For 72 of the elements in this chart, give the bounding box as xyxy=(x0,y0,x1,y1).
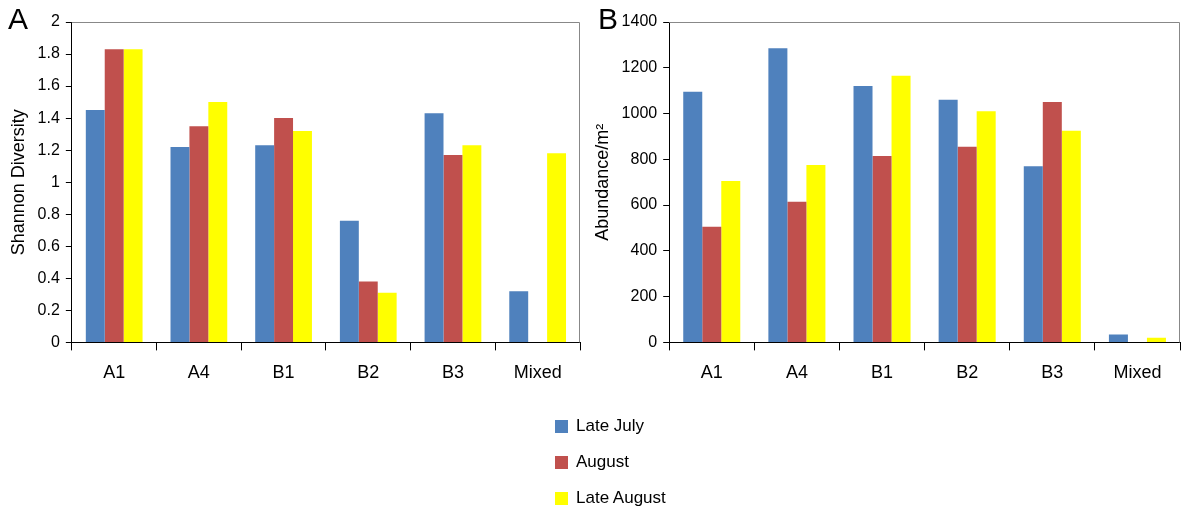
x-tick-label: B3 xyxy=(441,362,464,383)
bar xyxy=(1061,130,1081,342)
bar xyxy=(806,165,826,342)
bar xyxy=(123,49,143,342)
x-tick-label: B2 xyxy=(357,362,380,383)
legend-label: Late August xyxy=(576,488,666,508)
y-tick-label: 0.4 xyxy=(37,268,60,286)
bar xyxy=(85,110,105,342)
y-axis-title: Abundance/m² xyxy=(591,123,612,241)
bar xyxy=(683,91,703,342)
bar xyxy=(208,102,228,342)
legend-label: August xyxy=(576,452,629,472)
x-tick-label: A1 xyxy=(103,362,126,383)
x-tick-label: B2 xyxy=(956,362,979,383)
x-tick-label: B1 xyxy=(871,362,894,383)
bar xyxy=(547,153,567,342)
bar xyxy=(293,130,312,342)
bar xyxy=(702,226,722,342)
bar xyxy=(443,154,463,342)
bar xyxy=(721,181,741,342)
y-tick-label: 1400 xyxy=(621,12,658,30)
x-tick-label: B1 xyxy=(272,362,295,383)
bar xyxy=(1146,337,1166,342)
bar xyxy=(462,145,482,342)
bar xyxy=(1023,166,1043,342)
bar xyxy=(891,75,911,342)
bar xyxy=(358,281,378,342)
bar xyxy=(957,146,977,342)
x-tick-label: B3 xyxy=(1041,362,1064,383)
bar xyxy=(1108,334,1128,342)
bar xyxy=(377,292,397,342)
y-tick-label: 0 xyxy=(50,332,60,350)
y-tick-label: 800 xyxy=(630,149,658,167)
bar xyxy=(938,99,958,342)
chart-title: A xyxy=(8,2,29,36)
y-tick-label: 1.4 xyxy=(37,108,60,126)
y-tick-label: 0.2 xyxy=(37,300,60,318)
y-tick-label: 0.6 xyxy=(37,236,60,254)
y-axis-title: Shannon Diversity xyxy=(7,109,28,256)
y-tick-label: 200 xyxy=(630,287,658,305)
x-tick-label: A1 xyxy=(700,362,723,383)
y-tick-label: 1.2 xyxy=(37,140,60,158)
bar xyxy=(872,155,892,342)
y-tick-label: 400 xyxy=(630,241,658,259)
bar xyxy=(853,86,873,342)
bar xyxy=(255,145,275,342)
bar xyxy=(1042,102,1062,342)
x-tick-label: A4 xyxy=(785,362,808,383)
y-tick-label: 1000 xyxy=(621,103,658,121)
y-tick-label: 1200 xyxy=(621,58,658,76)
legend-label: Late July xyxy=(576,416,645,436)
bar xyxy=(787,201,807,342)
y-tick-label: 0 xyxy=(648,332,658,350)
bar xyxy=(104,49,124,342)
y-tick-label: 1.8 xyxy=(37,44,60,62)
x-tick-label: A4 xyxy=(187,362,210,383)
bar xyxy=(274,118,294,342)
y-tick-label: 1 xyxy=(50,172,60,190)
y-tick-label: 0.8 xyxy=(37,204,60,222)
bar xyxy=(339,220,359,342)
bar xyxy=(509,291,529,342)
bar xyxy=(768,48,788,342)
y-tick-label: 1.6 xyxy=(37,76,60,94)
bar xyxy=(976,111,996,342)
bar xyxy=(189,126,209,342)
bar xyxy=(170,146,190,342)
y-tick-label: 2 xyxy=(50,12,60,30)
y-tick-label: 600 xyxy=(630,195,658,213)
chart-title: B xyxy=(598,2,619,36)
x-tick-label: Mixed xyxy=(513,362,562,383)
bar xyxy=(424,113,444,342)
x-tick-label: Mixed xyxy=(1113,362,1162,383)
